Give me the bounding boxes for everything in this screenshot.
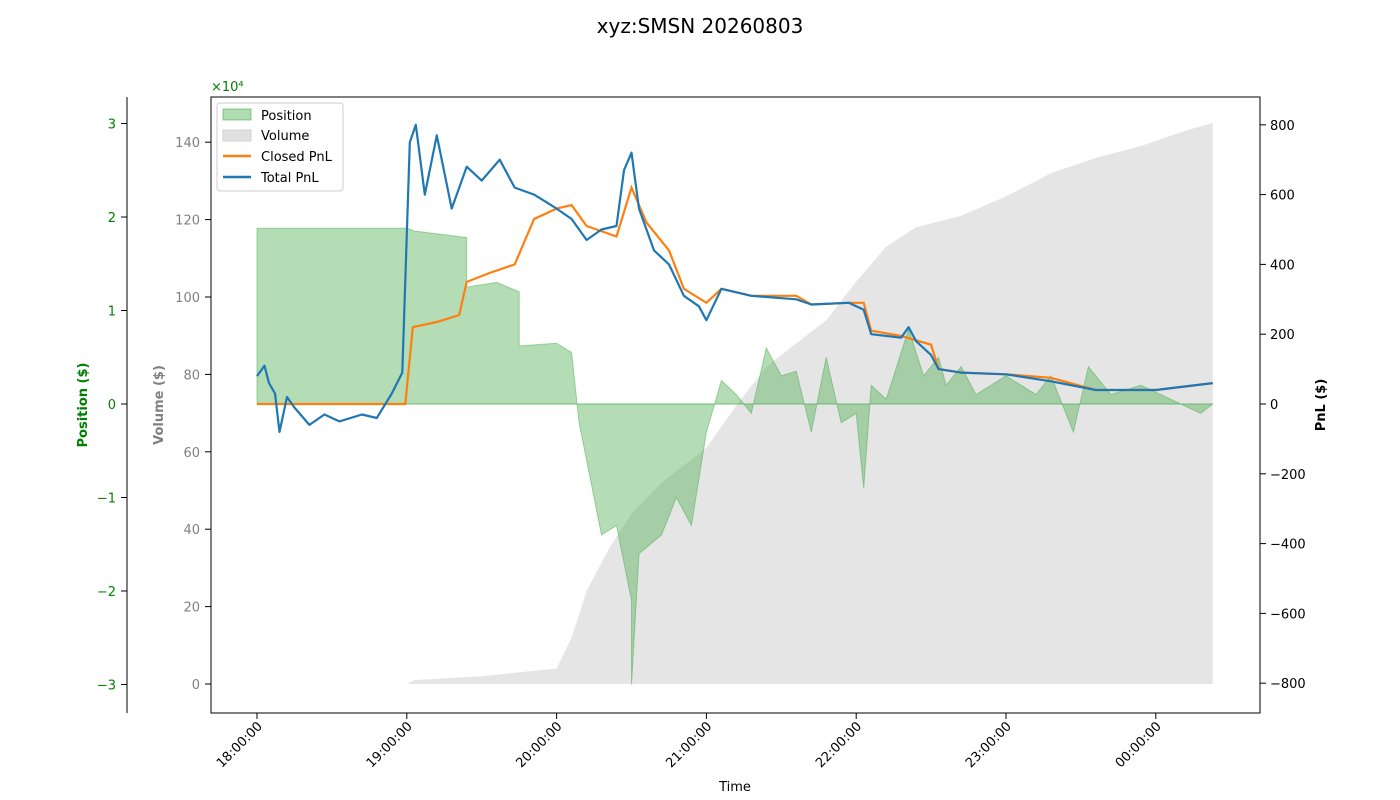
volume-tick-label: 20 [183, 601, 200, 616]
plot-area [210, 96, 1261, 714]
position-axis-multiplier: ×10⁴ [211, 80, 244, 95]
total-pnl-line [256, 123, 1213, 433]
plot-frame [210, 96, 1261, 714]
x-axis-label: Time [718, 780, 751, 795]
pnl-tick-label: −200 [1270, 468, 1306, 483]
x-tick-label: 20:00:00 [514, 719, 566, 771]
position-area [256, 227, 1214, 685]
pnl-tick-label: 800 [1270, 119, 1295, 134]
volume-tick-label: 80 [183, 368, 200, 383]
x-tick-label: 18:00:00 [214, 719, 266, 771]
volume-tick-label: 0 [192, 678, 200, 693]
legend-closed-pnl-label: Closed PnL [261, 150, 333, 165]
pnl-tick-label: 0 [1270, 398, 1278, 413]
x-tick-label: 22:00:00 [813, 719, 865, 771]
volume-area [257, 122, 1213, 684]
chart-title: xyz:SMSN 20260803 [597, 14, 804, 38]
volume-tick-label: 60 [183, 446, 200, 461]
legend-volume-swatch [222, 129, 252, 142]
pnl-axis-label: PnL ($) [1314, 379, 1329, 432]
pnl-tick-label: −800 [1270, 677, 1306, 692]
pnl-tick-label: −400 [1270, 538, 1306, 553]
volume-tick-label: 40 [183, 523, 200, 538]
position-tick-label: 0 [108, 398, 116, 413]
position-tick-label: −1 [97, 492, 116, 507]
position-axis-label: Position ($) [76, 363, 91, 448]
position-tick-label: 1 [108, 305, 116, 320]
x-tick-label: 21:00:00 [663, 719, 715, 771]
position-tick-label: −2 [97, 585, 116, 600]
position-tick-label: −3 [97, 679, 116, 694]
pnl-tick-label: −600 [1270, 607, 1306, 622]
position-tick-label: 2 [108, 211, 116, 226]
x-tick-label: 00:00:00 [1113, 719, 1165, 771]
pnl-axis: PnL ($) −800 −600 −400 −200 0 200 400 600 800 [1260, 119, 1329, 692]
volume-tick-label: 120 [175, 214, 200, 229]
legend-position-swatch [222, 108, 252, 121]
volume-axis: Volume ($) 0 20 40 60 80 100 120 140 [152, 136, 211, 693]
volume-tick-label: 140 [175, 136, 200, 151]
position-axis: ×10⁴ Position ($) −3 −2 −1 0 1 2 3 [76, 80, 244, 713]
volume-tick-label: 100 [175, 291, 200, 306]
x-axis: Time 18:00:00 19:00:00 20:00:00 21:00:00 22:… [214, 713, 1165, 795]
pnl-tick-label: 200 [1270, 328, 1295, 343]
legend-position-label: Position [261, 109, 312, 124]
x-tick-label: 23:00:00 [963, 719, 1015, 771]
x-tick-label: 19:00:00 [364, 719, 416, 771]
legend-box [216, 102, 344, 192]
position-tick-label: 3 [108, 118, 116, 133]
legend-total-pnl-label: Total PnL [260, 171, 319, 186]
volume-axis-label: Volume ($) [152, 365, 167, 445]
legend-volume-label: Volume [261, 129, 309, 144]
legend: Position Volume Closed PnL Total PnL [216, 102, 344, 192]
pnl-tick-label: 400 [1270, 258, 1295, 273]
pnl-tick-label: 600 [1270, 189, 1295, 204]
